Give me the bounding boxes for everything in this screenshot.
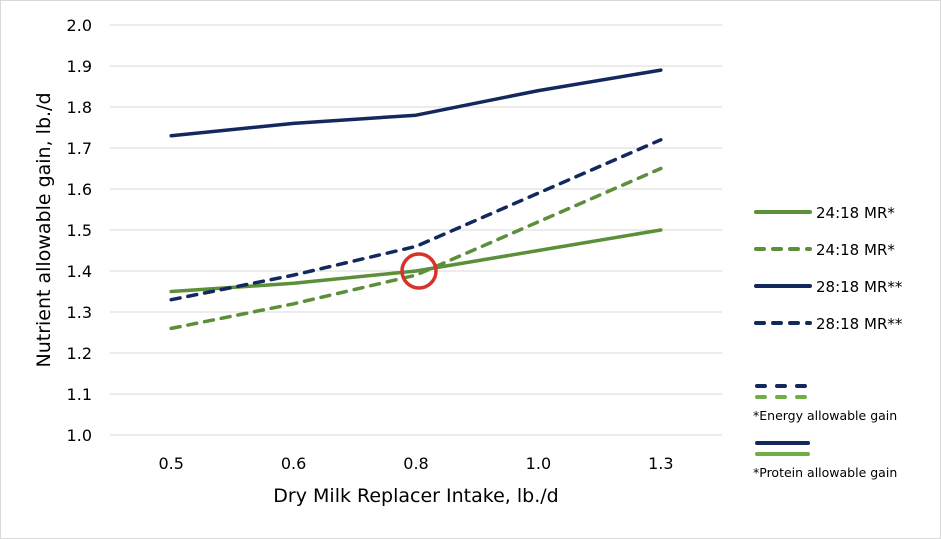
series-line-3 bbox=[169, 68, 663, 138]
y-tick-label: 1.5 bbox=[67, 221, 92, 240]
x-axis-label: Dry Milk Replacer Intake, lb./d bbox=[273, 485, 558, 507]
y-tick-label: 1.1 bbox=[67, 385, 92, 404]
x-tick-label: 0.6 bbox=[281, 454, 306, 473]
gridlines bbox=[110, 24, 722, 436]
note-label: *Protein allowable gain bbox=[753, 465, 897, 480]
x-tick-label: 1.0 bbox=[526, 454, 551, 473]
legend-entry: 28:18 MR** bbox=[754, 278, 903, 296]
legend: 24:18 MR* 24:18 MR* 28:18 MR** 28:18 MR** *E… bbox=[753, 204, 903, 480]
y-tick-labels: 1.0 1.1 1.2 1.3 1.4 1.5 1.6 1.7 1.8 1.9 2.0 bbox=[67, 16, 92, 445]
y-axis-label: Nutrient allowable gain, lb./d bbox=[33, 92, 55, 367]
y-tick-label: 1.8 bbox=[67, 98, 92, 117]
x-tick-label: 0.8 bbox=[403, 454, 428, 473]
y-tick-label: 1.0 bbox=[67, 426, 92, 445]
y-tick-label: 1.7 bbox=[67, 139, 92, 158]
legend-entry: 24:18 MR* bbox=[754, 241, 895, 259]
y-tick-label: 2.0 bbox=[67, 16, 92, 35]
legend-label: 24:18 MR* bbox=[816, 204, 895, 222]
y-tick-label: 1.6 bbox=[67, 180, 92, 199]
legend-note: *Energy allowable gain bbox=[753, 384, 897, 423]
series-line-2 bbox=[169, 166, 663, 331]
highlight-circle bbox=[400, 252, 438, 290]
annotations bbox=[400, 252, 438, 290]
legend-label: 24:18 MR* bbox=[816, 241, 895, 259]
legend-label: 28:18 MR** bbox=[816, 315, 903, 333]
legend-label: 28:18 MR** bbox=[816, 278, 903, 296]
series-line-1 bbox=[169, 228, 663, 294]
legend-note: *Protein allowable gain bbox=[753, 441, 897, 480]
x-tick-label: 1.3 bbox=[648, 454, 673, 473]
x-tick-label: 0.5 bbox=[158, 454, 183, 473]
y-tick-label: 1.2 bbox=[67, 344, 92, 363]
legend-entry: 28:18 MR** bbox=[754, 315, 903, 333]
y-tick-label: 1.3 bbox=[67, 303, 92, 322]
y-tick-label: 1.4 bbox=[67, 262, 92, 281]
y-tick-label: 1.9 bbox=[67, 57, 92, 76]
series-line-4 bbox=[169, 138, 663, 302]
x-tick-labels: 0.5 0.6 0.8 1.0 1.3 bbox=[158, 454, 673, 473]
note-label: *Energy allowable gain bbox=[753, 408, 897, 423]
legend-entry: 24:18 MR* bbox=[754, 204, 895, 222]
series-lines bbox=[169, 68, 663, 331]
